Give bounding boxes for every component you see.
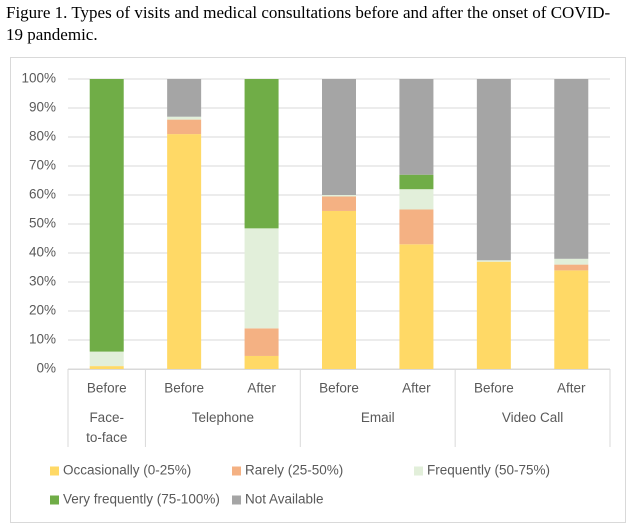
legend-label: Frequently (50-75%) <box>427 463 550 478</box>
group-label-box: Video Call <box>501 410 564 425</box>
x-tick-label: After <box>557 381 586 396</box>
bar-segment <box>167 116 202 120</box>
bar-segment <box>399 244 434 369</box>
bar-segment <box>399 174 434 190</box>
bar-segment <box>476 261 511 369</box>
bar-segment <box>399 209 434 245</box>
legend-label: Not Available <box>245 492 324 507</box>
x-tick-label: Before <box>87 381 127 396</box>
legend-swatch <box>232 495 241 505</box>
y-tick-label: 60% <box>29 187 56 202</box>
bar-segment <box>554 258 589 265</box>
y-tick-label: 80% <box>29 129 56 144</box>
bar-segment <box>322 196 356 211</box>
bar-segment <box>554 79 589 259</box>
legend-label: Occasionally (0-25%) <box>63 463 191 478</box>
x-tick-label: After <box>247 381 276 396</box>
x-tick-label: Before <box>474 381 514 396</box>
group-label: Email <box>360 410 395 425</box>
bar-segment <box>244 228 279 329</box>
y-tick-label: 50% <box>29 216 56 231</box>
x-tick-label: Before <box>164 381 204 396</box>
y-tick-label: 100% <box>21 71 56 86</box>
bar-segment <box>89 351 124 367</box>
x-tick-label: After <box>402 381 431 396</box>
group-label-box: Email <box>360 410 395 425</box>
y-tick-label: 0% <box>36 361 56 376</box>
bar-segment <box>476 260 511 262</box>
bar-segment <box>399 79 434 175</box>
group-label: Telephone <box>191 410 254 425</box>
bar-segment <box>554 270 589 369</box>
group-label-box: Telephone <box>191 410 254 425</box>
legend-label: Rarely (25-50%) <box>245 463 343 478</box>
bar-segment <box>244 328 279 356</box>
bar-segment <box>167 134 202 369</box>
legend-swatch <box>50 466 59 476</box>
bar-segment <box>322 79 356 195</box>
bar-segment <box>476 79 511 261</box>
x-tick-label: Before <box>319 381 359 396</box>
bar-segment <box>244 79 279 229</box>
legend-swatch <box>414 466 423 476</box>
legend-swatch <box>50 495 59 505</box>
bar-segment <box>322 210 356 369</box>
y-tick-label: 70% <box>29 158 56 173</box>
y-tick-label: 10% <box>29 332 56 347</box>
y-tick-label: 40% <box>29 245 56 260</box>
y-tick-label: 30% <box>29 274 56 289</box>
bar-segment <box>167 79 202 117</box>
legend-label: Very frequently (75-100%) <box>63 492 220 507</box>
group-label: Face-to-face <box>86 410 128 445</box>
bar-segment <box>322 195 356 197</box>
bar-segment <box>89 79 124 352</box>
chart-title: Figure 1. Types of visits and medical co… <box>6 3 611 44</box>
group-label-box: Face-to-face <box>86 410 128 445</box>
y-tick-label: 90% <box>29 100 56 115</box>
bar-segment <box>244 355 279 369</box>
bar-segment <box>554 264 589 271</box>
y-tick-label: 20% <box>29 303 56 318</box>
group-label: Video Call <box>501 410 564 425</box>
bar-segment <box>167 119 202 135</box>
bar-segment <box>399 189 434 210</box>
bar-segment <box>89 366 124 369</box>
legend-swatch <box>232 466 241 476</box>
